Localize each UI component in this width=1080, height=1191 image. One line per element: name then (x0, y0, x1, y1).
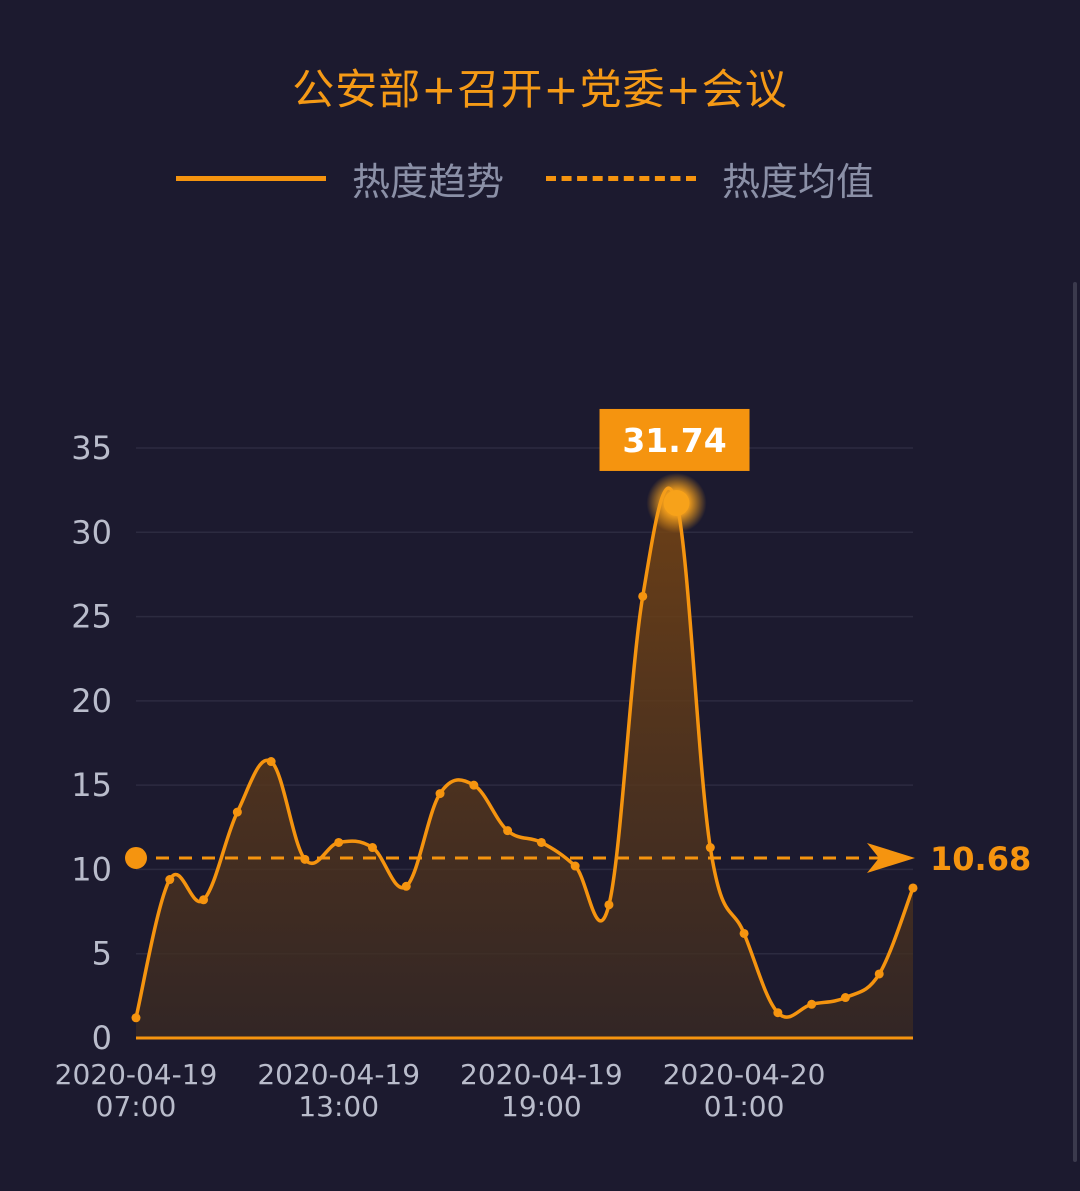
y-axis-ticks: 0 5 10 15 20 25 30 35 (71, 429, 112, 1057)
average-value-label: 10.68 (930, 840, 1031, 878)
data-point (807, 999, 817, 1009)
legend-label-average: 热度均值 (722, 159, 875, 204)
data-point (469, 780, 479, 790)
legend-item-average[interactable]: 热度均值 (546, 148, 874, 208)
data-point (503, 826, 513, 836)
y-tick-label: 0 (92, 1019, 112, 1057)
peak-marker-group: 31.74 (599, 408, 750, 533)
legend-swatch-average (546, 175, 696, 181)
legend-item-trend[interactable]: 热度趋势 (176, 148, 504, 208)
x-tick-label: 2020-04-19 07:00 (55, 1058, 218, 1123)
data-point (570, 861, 580, 871)
average-line-arrow (867, 842, 915, 873)
data-point (536, 837, 546, 847)
data-point (165, 875, 175, 885)
data-point (232, 807, 242, 817)
y-tick-label: 15 (71, 766, 112, 804)
data-point (131, 1013, 141, 1023)
data-point (840, 993, 850, 1003)
y-tick-label: 20 (71, 682, 112, 720)
average-line-start-dot (125, 846, 147, 869)
data-point (705, 843, 715, 853)
x-tick-label: 2020-04-19 19:00 (460, 1058, 623, 1123)
x-tick-label: 2020-04-19 13:00 (257, 1058, 420, 1123)
y-tick-label: 10 (71, 850, 112, 888)
average-line-group: 10.68 (125, 840, 1031, 878)
y-tick-label: 30 (71, 513, 112, 551)
peak-value-box (599, 408, 750, 471)
scrollbar[interactable] (1073, 282, 1077, 1162)
data-point (435, 789, 445, 799)
peak-value-label: 31.74 (622, 421, 726, 460)
legend: 热度趋势 热度均值 (0, 148, 1080, 208)
y-tick-label: 35 (71, 429, 112, 467)
data-point (604, 900, 614, 910)
data-point (773, 1008, 783, 1018)
data-point (908, 883, 918, 893)
chart-title: 公安部+召开+党委+会议 (292, 65, 788, 114)
legend-swatch-trend (176, 175, 326, 181)
data-point (266, 757, 276, 767)
x-tick-label: 2020-04-20 01:00 (663, 1058, 826, 1123)
series-area-trend (136, 488, 913, 1039)
series-points-trend (131, 591, 918, 1023)
data-point (638, 591, 648, 601)
y-tick-label: 25 (71, 598, 112, 636)
data-point (874, 969, 884, 979)
legend-label-trend: 热度趋势 (352, 159, 505, 204)
data-point (199, 895, 209, 905)
data-point (401, 881, 411, 891)
data-point (334, 837, 344, 847)
x-axis-ticks: 2020-04-19 07:00 2020-04-19 13:00 2020-04-19… (55, 1058, 826, 1123)
y-tick-label: 5 (92, 935, 112, 973)
peak-point (663, 489, 690, 516)
data-point (739, 928, 749, 938)
data-point (367, 843, 377, 853)
